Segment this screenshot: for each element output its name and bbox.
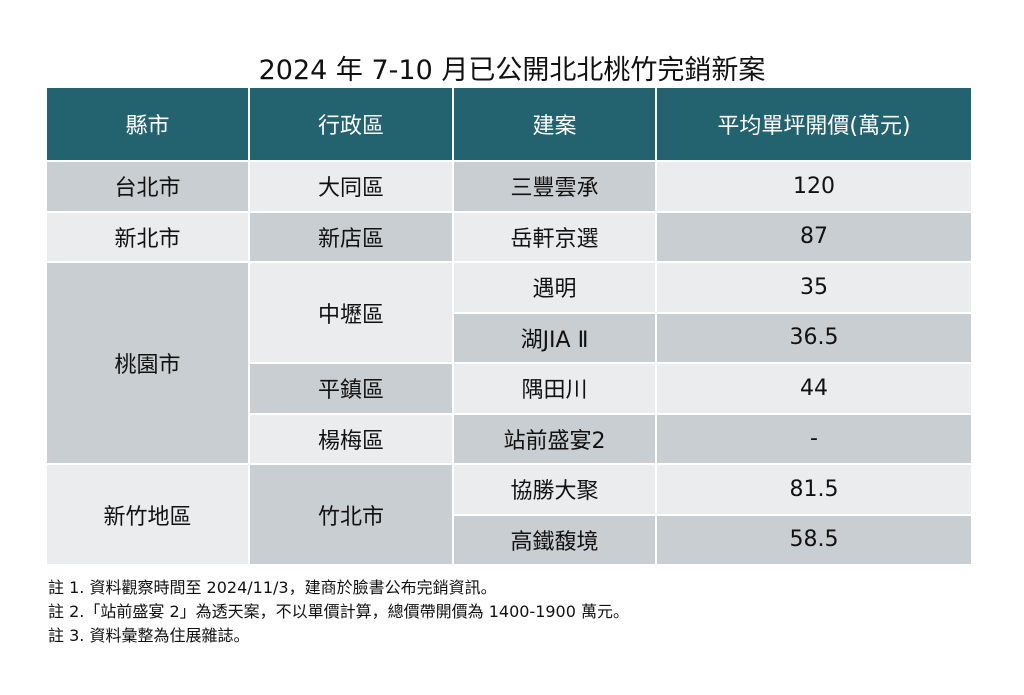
table-cell: 台北市 bbox=[47, 162, 248, 211]
table-cell: 大同區 bbox=[250, 162, 452, 211]
table-cell: 高鐵馥境 bbox=[454, 515, 655, 564]
table-cell: 站前盛宴2 bbox=[454, 414, 655, 463]
table-cell: 桃園市 bbox=[47, 263, 248, 463]
table-cell: 36.5 bbox=[657, 313, 971, 362]
note: 註 2.「站前盛宴 2」為透天案，不以單價計算，總價帶開價為 1400-1900… bbox=[48, 602, 630, 621]
table-cell: 44 bbox=[657, 364, 971, 413]
table-cell: 楊梅區 bbox=[250, 414, 452, 463]
header-cell: 平均單坪開價(萬元) bbox=[657, 88, 971, 160]
header-cell: 建案 bbox=[454, 88, 655, 160]
table-cell: 新店區 bbox=[250, 212, 452, 261]
note: 註 1. 資料觀察時間至 2024/11/3，建商於臉書公布完銷資訊。 bbox=[48, 578, 497, 597]
table-cell: 35 bbox=[657, 263, 971, 312]
header-cell: 縣市 bbox=[47, 88, 248, 160]
table-cell: 81.5 bbox=[657, 465, 971, 514]
table-cell: 遇明 bbox=[454, 263, 655, 312]
table-cell: 58.5 bbox=[657, 515, 971, 564]
table-cell: 87 bbox=[657, 212, 971, 261]
table-cell: 120 bbox=[657, 162, 971, 211]
table-cell: 新竹地區 bbox=[47, 465, 248, 564]
table-cell: - bbox=[657, 414, 971, 463]
table-cell: 竹北市 bbox=[250, 465, 452, 564]
header-cell: 行政區 bbox=[250, 88, 452, 160]
table-cell: 新北市 bbox=[47, 212, 248, 261]
table-cell: 湖JIA Ⅱ bbox=[454, 313, 655, 362]
table-cell: 岳軒京選 bbox=[454, 212, 655, 261]
title: 2024 年 7-10 月已公開北北桃竹完銷新案 bbox=[258, 55, 766, 86]
table-cell: 中壢區 bbox=[250, 263, 452, 362]
table-cell: 三豐雲承 bbox=[454, 162, 655, 211]
table-cell: 平鎮區 bbox=[250, 364, 452, 413]
note: 註 3. 資料彙整為住展雜誌。 bbox=[48, 626, 250, 645]
table-cell: 協勝大聚 bbox=[454, 465, 655, 514]
table-cell: 隅田川 bbox=[454, 364, 655, 413]
